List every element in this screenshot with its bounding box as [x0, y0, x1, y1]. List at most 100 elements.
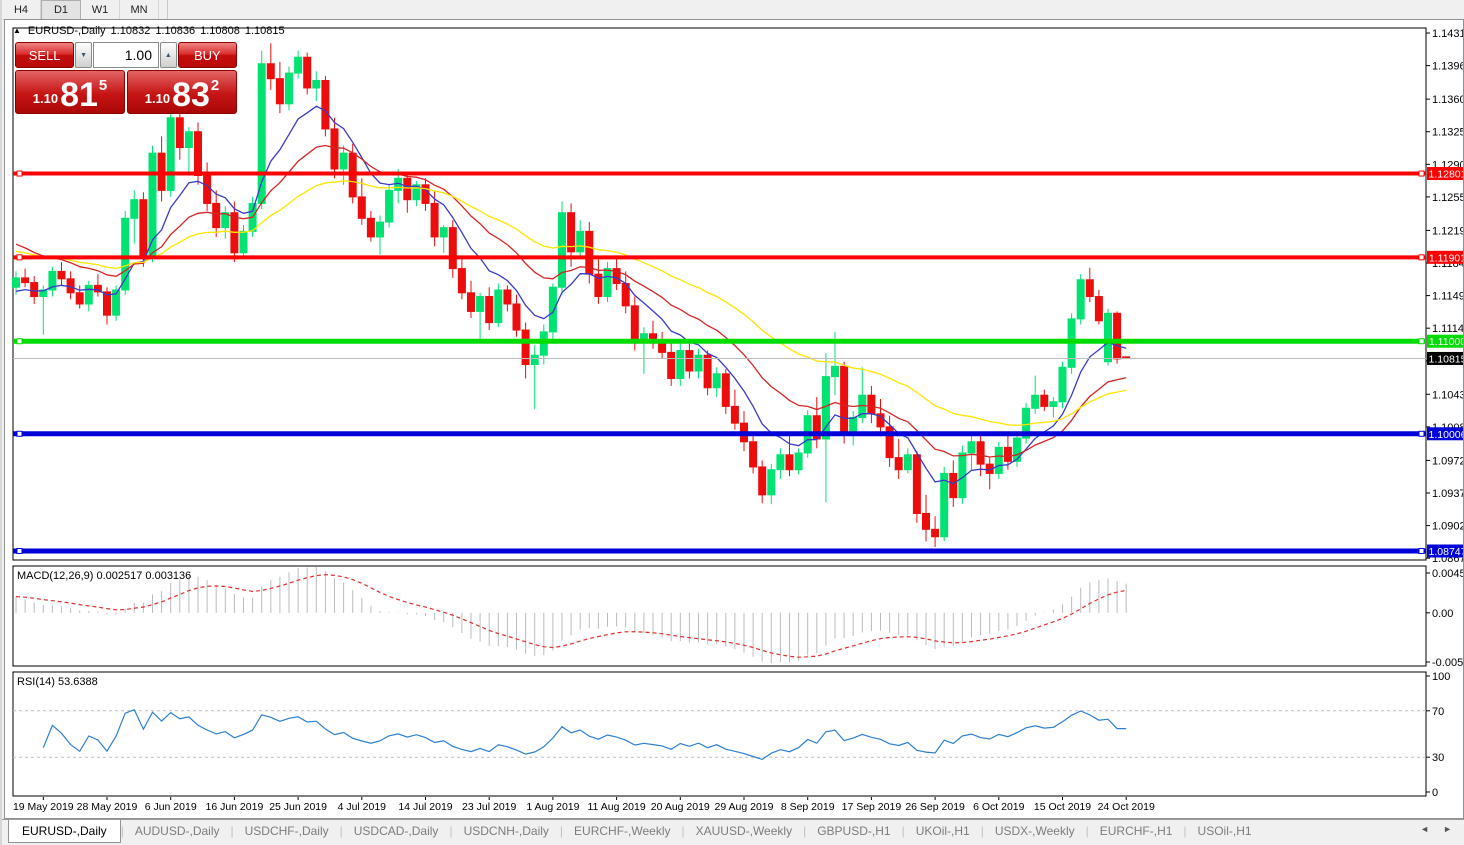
tab-usoil-h1[interactable]: USOil-,H1 — [1197, 824, 1252, 838]
line-handle[interactable] — [1418, 430, 1425, 437]
line-handle[interactable] — [1418, 338, 1425, 345]
candle-body — [376, 221, 384, 238]
sell-button[interactable]: SELL — [15, 42, 75, 68]
volume-input[interactable] — [93, 42, 159, 68]
collapse-triangle-icon[interactable]: ▲ — [13, 26, 21, 35]
candle — [721, 369, 730, 414]
candle-body — [1104, 312, 1112, 363]
candle-body — [1058, 366, 1067, 403]
tab-separator: | — [1183, 824, 1187, 838]
buy-button[interactable]: BUY — [177, 42, 237, 68]
candle-body — [312, 80, 321, 89]
tab-audusd-daily[interactable]: AUDUSD-,Daily — [134, 824, 220, 838]
candle-body — [48, 270, 57, 291]
rsi-tick-label: 30 — [1432, 752, 1444, 764]
candle — [967, 435, 976, 470]
tabs-scroll-right-button[interactable]: ► — [1443, 824, 1452, 834]
candle-body — [676, 350, 685, 379]
line-handle[interactable] — [1418, 547, 1425, 554]
price-level-line[interactable]: 1.08747 — [13, 544, 1463, 558]
candle — [376, 215, 384, 255]
ma-mid-line — [15, 144, 1127, 458]
line-handle[interactable] — [1418, 254, 1425, 261]
tab-xauusd-weekly[interactable]: XAUUSD-,Weekly — [695, 824, 793, 838]
candle — [448, 220, 457, 278]
timeframe-button-h4[interactable]: H4 — [2, 0, 41, 19]
tab-ukoil-h1[interactable]: UKOil-,H1 — [915, 824, 970, 838]
level-price-badge-label: 1.10006 — [1429, 429, 1463, 441]
candle-body — [457, 268, 466, 294]
tab-separator: | — [230, 824, 234, 838]
candle — [467, 280, 475, 318]
line-handle[interactable] — [16, 254, 23, 261]
tab-usdchf-daily[interactable]: USDCHF-,Daily — [244, 824, 329, 838]
tab-eurchf-weekly[interactable]: EURCHF-,Weekly — [574, 824, 671, 838]
volume-increase-button[interactable]: ▲ — [160, 42, 177, 68]
tab-eurusd-daily[interactable]: EURUSD-,Daily — [8, 820, 121, 843]
price-level-line[interactable]: 1.11000 — [13, 334, 1463, 349]
candle — [84, 280, 93, 312]
candle — [112, 285, 121, 321]
tab-eurchf-h1[interactable]: EURCHF-,H1 — [1099, 824, 1173, 838]
tabs-scroll-left-button[interactable]: ◄ — [1420, 824, 1430, 834]
price-axis: 1.143101.139601.136001.132501.129001.125… — [1426, 28, 1463, 565]
tab-usdcad-daily[interactable]: USDCAD-,Daily — [353, 824, 439, 838]
candle-body — [1022, 407, 1031, 439]
candle-body — [39, 289, 48, 298]
tab-separator: | — [901, 824, 905, 838]
tab-separator: | — [120, 824, 124, 838]
tab-separator: | — [449, 824, 453, 838]
line-handle[interactable] — [16, 430, 23, 437]
sell-price-display[interactable]: 1.10 81 5 — [15, 70, 125, 114]
candle-body — [558, 212, 566, 288]
price-tick-label: 1.12190 — [1432, 225, 1463, 237]
candle-body — [485, 296, 494, 324]
line-handle[interactable] — [16, 170, 23, 177]
price-level-line[interactable]: 1.10006 — [13, 427, 1463, 441]
price-tick-label: 1.11490 — [1432, 291, 1463, 303]
candle-body — [421, 184, 430, 204]
candle — [357, 178, 366, 225]
candle — [730, 389, 739, 430]
candle — [275, 61, 284, 114]
buy-price-display[interactable]: 1.10 83 2 — [127, 70, 237, 114]
tab-usdcnh-daily[interactable]: USDCNH-,Daily — [463, 824, 549, 838]
timeframe-button-mn[interactable]: MN — [120, 0, 159, 19]
tab-gbpusd-h1[interactable]: GBPUSD-,H1 — [817, 824, 891, 838]
ohlc-high: 1.10836 — [155, 24, 196, 37]
candle — [794, 448, 803, 475]
level-price-badge — [1427, 544, 1463, 558]
timeframe-button-d1[interactable]: D1 — [41, 0, 81, 19]
candle-body — [903, 454, 912, 471]
line-handle[interactable] — [16, 547, 23, 554]
candle-body — [603, 268, 612, 298]
timeframe-button-w1[interactable]: W1 — [81, 0, 120, 19]
date-axis: 19 May 2019 28 May 2019 6 Jun 2019 16 Jun 2… — [13, 797, 1155, 813]
candle-body — [93, 284, 102, 293]
candle — [285, 66, 293, 111]
sell-price-main: 81 — [60, 76, 98, 114]
candle — [385, 184, 394, 228]
price-level-line[interactable]: 1.12801 — [13, 167, 1463, 181]
line-handle[interactable] — [1418, 170, 1425, 177]
sell-price-point: 5 — [98, 77, 108, 94]
price-level-line[interactable]: 1.11901 — [13, 250, 1463, 264]
candle-body — [1013, 437, 1021, 462]
volume-decrease-button[interactable]: ▼ — [75, 42, 92, 68]
symbol-period-label: EURUSD-,Daily — [27, 24, 106, 37]
rsi-tick-label: 0 — [1432, 787, 1438, 799]
candle — [1022, 402, 1031, 444]
candle-body — [294, 56, 303, 74]
candle-body — [439, 227, 448, 238]
chart-canvas[interactable]: 1.143101.139601.136001.132501.129001.125… — [5, 20, 1463, 818]
candle-body — [112, 289, 121, 316]
candle-body — [885, 426, 894, 459]
line-handle[interactable] — [16, 338, 23, 345]
price-tick-label: 1.14310 — [1432, 28, 1463, 40]
candle — [931, 516, 940, 547]
current-price-line: 1.10815 — [13, 351, 1463, 365]
candle — [912, 451, 921, 523]
tab-usdx-weekly[interactable]: USDX-,Weekly — [994, 824, 1075, 838]
date-tick-label: 26 Sep 2019 — [905, 801, 965, 813]
candle — [903, 448, 912, 474]
